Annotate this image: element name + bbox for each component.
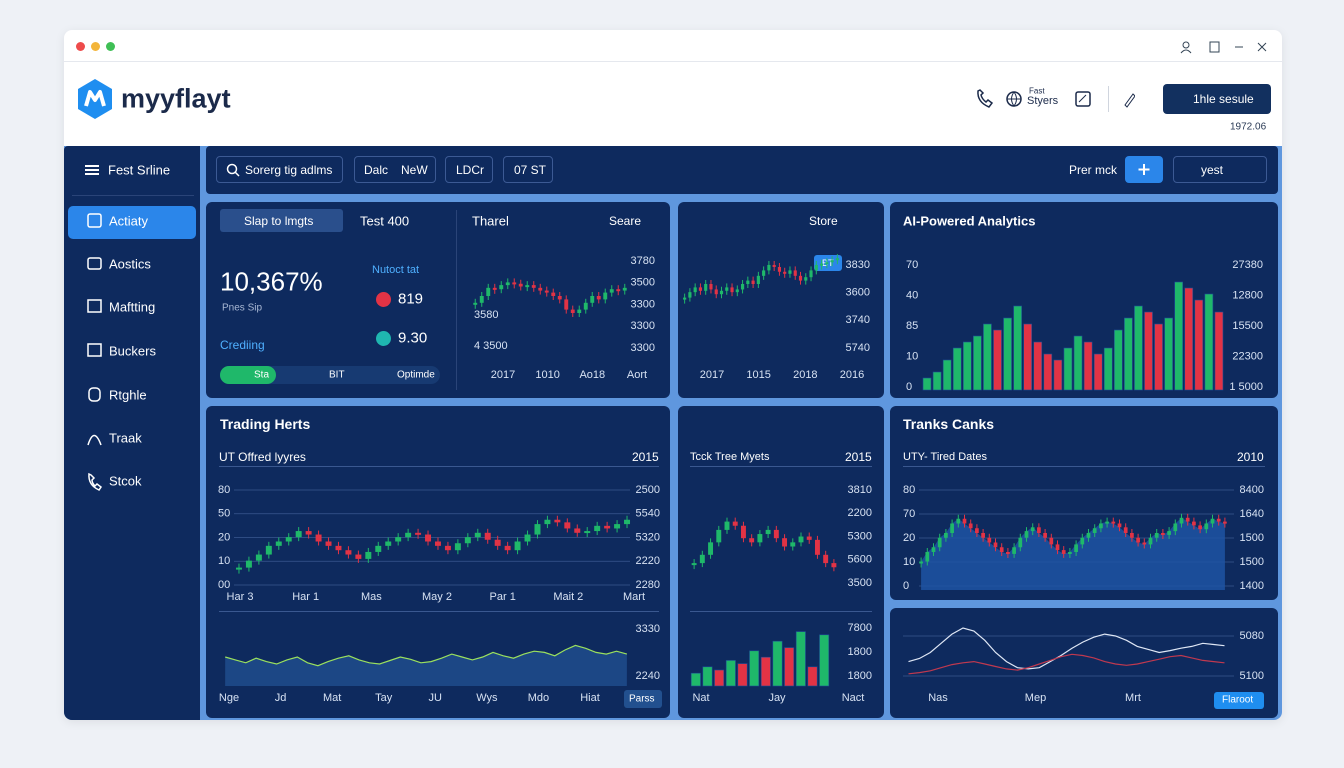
summary-sub: Pnes Sip [222, 302, 263, 314]
chart-title: Tharel [472, 213, 509, 229]
toolbar-label: Prer mck [1069, 163, 1117, 177]
chart-button[interactable] [1214, 692, 1264, 709]
rule [219, 466, 659, 467]
chrome-bar [64, 61, 1282, 62]
chart-button-label[interactable]: Parss [629, 693, 655, 705]
chart-button-label[interactable]: Flaroot [1222, 694, 1254, 706]
summary-label: Crediing [220, 338, 265, 352]
dot-green[interactable] [106, 42, 115, 51]
nav-item[interactable]: Buckers [109, 343, 156, 359]
rule [903, 466, 1265, 467]
action-button[interactable] [1163, 84, 1271, 114]
header-icons[interactable] [975, 88, 1135, 110]
chip[interactable] [445, 156, 493, 183]
summary-big: 10,367% [220, 266, 323, 297]
select-value[interactable]: yest [1201, 163, 1224, 177]
add-button[interactable] [1125, 156, 1163, 183]
chart-year: 2010 [1237, 450, 1264, 464]
window-controls[interactable] [1180, 40, 1270, 54]
brand: myyflayt [121, 83, 231, 114]
sidebar-rule [72, 195, 194, 196]
rule [690, 466, 872, 467]
nav-item[interactable]: Aostics [109, 256, 151, 272]
chip-label[interactable]: LDCr [456, 163, 485, 177]
divider [1108, 86, 1109, 112]
search-icon [226, 163, 240, 177]
toolbar [206, 146, 1278, 194]
tab[interactable]: Optimde [397, 369, 435, 381]
nav-item[interactable]: Maftting [109, 299, 156, 315]
nav-item[interactable]: Actiaty [109, 213, 149, 229]
logo [78, 79, 112, 119]
nav-item[interactable]: Rtghle [109, 387, 147, 403]
stat-icon-up [376, 331, 391, 346]
summary-text: Test 400 [360, 213, 410, 229]
balance: 1972.06 [1230, 121, 1267, 133]
chip[interactable] [503, 156, 553, 183]
summary-dropdown-label[interactable]: Slap to lmgts [244, 214, 314, 228]
chart-control[interactable]: Store [809, 214, 838, 228]
panel-divider [456, 210, 457, 390]
tag-label: BT [822, 258, 834, 268]
action-button-label[interactable]: 1hle sesule [1193, 92, 1254, 106]
dot-yellow[interactable] [91, 42, 100, 51]
chart-button[interactable] [624, 690, 662, 708]
stat-icon-down [376, 292, 391, 307]
nav-icons [87, 213, 103, 491]
nav-item[interactable]: Stcok [109, 473, 142, 489]
icon-caption: Fast [1029, 86, 1045, 96]
rule [219, 611, 659, 612]
panel [678, 202, 884, 398]
icon-label: Styers [1027, 95, 1059, 107]
panel [890, 202, 1278, 398]
sidebar [64, 146, 200, 720]
nav-item[interactable]: Traak [109, 430, 142, 446]
chart-subtitle: Tcck Tree Myets [690, 451, 770, 463]
summary-dropdown[interactable] [220, 209, 343, 232]
chart-year: 2015 [632, 450, 659, 464]
select[interactable] [1173, 156, 1267, 183]
dot-red[interactable] [76, 42, 85, 51]
chart-year: 2015 [845, 450, 872, 464]
chip-label[interactable]: Dalc [364, 163, 389, 177]
chip[interactable] [354, 156, 436, 183]
tab[interactable]: BIT [329, 369, 345, 381]
stat: 819 [398, 290, 424, 308]
chart-control[interactable]: Seare [609, 214, 642, 228]
chart-subtitle: UTY- Tired Dates [903, 451, 987, 463]
window-icons [1180, 41, 1267, 54]
sidebar-title: Fest Srline [108, 162, 171, 178]
chip-label[interactable]: NeW [401, 163, 428, 177]
plus-icon [1138, 164, 1150, 175]
summary-note: Nutoct tat [372, 264, 420, 276]
chip-label[interactable]: 07 ST [514, 163, 547, 177]
panel [890, 406, 1278, 600]
chart-title: AI-Powered Analytics [903, 213, 1036, 229]
hamburger[interactable] [85, 165, 99, 175]
stat: 9.30 [398, 329, 428, 347]
chart-title: Trading Herts [220, 416, 311, 432]
search-box[interactable] [216, 156, 343, 183]
rule [690, 611, 872, 612]
chart-title: Tranks Canks [903, 416, 995, 432]
search-text[interactable]: Sorerg tig adlms [245, 163, 333, 177]
tab-active[interactable] [220, 366, 276, 384]
chart-subtitle: UT Offred lyyres [219, 450, 306, 464]
active-item[interactable] [68, 206, 196, 239]
tab[interactable]: Sta [254, 369, 270, 381]
